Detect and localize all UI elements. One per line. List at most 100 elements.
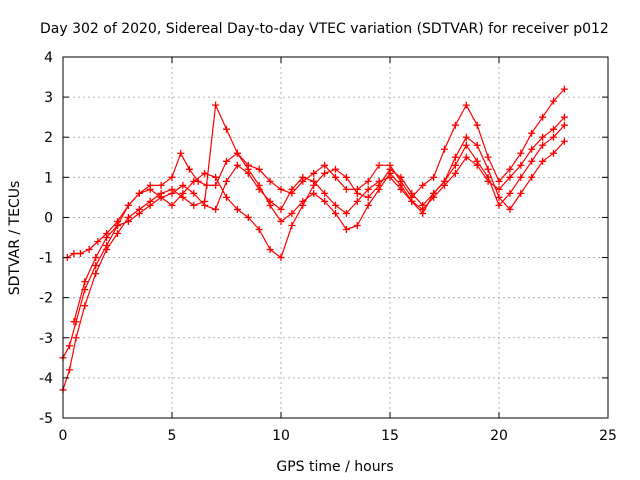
data-point-marker	[321, 169, 329, 177]
x-tick-label: 0	[59, 428, 68, 444]
data-point-marker	[473, 141, 481, 149]
data-point-marker	[201, 201, 209, 209]
y-tick-label: 3	[44, 90, 53, 106]
grid	[63, 57, 608, 418]
data-point-marker	[212, 181, 220, 189]
data-point-marker	[495, 201, 503, 209]
data-point-marker	[484, 165, 492, 173]
data-point-marker	[528, 157, 536, 165]
plot-frame	[62, 56, 609, 419]
data-point-marker	[70, 250, 78, 258]
data-point-marker	[364, 185, 372, 193]
data-point-marker	[223, 125, 230, 133]
data-point-marker	[473, 121, 481, 129]
series-track-b	[59, 101, 568, 394]
data-point-marker	[190, 201, 198, 209]
data-point-marker	[310, 177, 318, 185]
data-point-marker	[506, 189, 514, 197]
data-point-marker	[386, 173, 394, 181]
data-point-marker	[277, 254, 285, 262]
data-point-marker	[233, 149, 241, 157]
data-point-marker	[451, 169, 459, 177]
data-point-marker	[397, 185, 405, 193]
data-point-marker	[92, 270, 100, 278]
data-point-marker	[353, 221, 361, 229]
data-point-marker	[506, 205, 514, 213]
x-tick-label: 10	[272, 428, 290, 444]
data-point-marker	[550, 125, 557, 133]
data-point-marker	[168, 173, 176, 181]
data-point-marker	[277, 217, 285, 225]
data-point-marker	[386, 165, 394, 173]
data-point-marker	[332, 165, 339, 173]
series-track-a	[59, 85, 568, 362]
data-point-marker	[495, 185, 503, 193]
data-point-marker	[201, 169, 209, 177]
data-point-marker	[517, 161, 525, 169]
data-point-marker	[244, 169, 252, 177]
data-point-marker	[560, 85, 568, 93]
data-point-marker	[212, 173, 220, 181]
y-tick-label: -1	[39, 251, 53, 267]
data-point-marker	[92, 262, 100, 270]
data-point-marker	[266, 197, 274, 205]
data-point-marker	[223, 193, 230, 201]
data-point-marker	[146, 201, 154, 209]
data-point-marker	[168, 189, 176, 197]
data-point-marker	[70, 318, 78, 326]
data-point-marker	[539, 141, 547, 149]
data-point-marker	[332, 209, 339, 217]
y-axis-label: SDTVAR / TECUs	[7, 181, 23, 296]
data-point-marker	[408, 189, 416, 197]
data-point-marker	[288, 209, 296, 217]
data-point-marker	[495, 193, 503, 201]
x-tick-label: 15	[381, 428, 399, 444]
data-point-marker	[484, 177, 492, 185]
data-point-marker	[212, 101, 220, 109]
data-point-marker	[114, 221, 121, 229]
data-point-marker	[277, 205, 285, 213]
data-point-marker	[550, 97, 557, 105]
data-point-marker	[539, 157, 547, 165]
data-point-marker	[342, 185, 350, 193]
data-point-marker	[310, 189, 318, 197]
data-point-marker	[288, 185, 296, 193]
data-point-marker	[146, 185, 154, 193]
data-point-marker	[517, 149, 525, 157]
data-point-marker	[506, 165, 514, 173]
data-point-marker	[124, 201, 132, 209]
y-tick-label: 4	[44, 50, 53, 66]
data-point-marker	[539, 133, 547, 141]
data-point-marker	[233, 205, 241, 213]
data-point-marker	[94, 238, 102, 246]
data-point-marker	[364, 193, 372, 201]
y-tick-label: -5	[39, 411, 53, 427]
y-tick-label: 2	[44, 130, 53, 146]
data-point-marker	[135, 189, 143, 197]
data-point-marker	[81, 278, 89, 286]
data-point-marker	[441, 181, 448, 189]
data-point-marker	[408, 197, 416, 205]
data-point-marker	[550, 149, 557, 157]
data-point-marker	[85, 246, 93, 254]
series-line	[73, 116, 565, 322]
data-point-marker	[517, 173, 525, 181]
data-point-marker	[124, 217, 132, 225]
x-axis-label: GPS time / hours	[276, 459, 393, 475]
data-point-marker	[528, 145, 536, 153]
data-point-marker	[157, 193, 165, 201]
data-point-marker	[321, 197, 329, 205]
data-point-marker	[266, 177, 274, 185]
data-point-marker	[157, 181, 165, 189]
data-point-marker	[168, 201, 176, 209]
data-point-marker	[473, 161, 481, 169]
data-point-marker	[233, 161, 241, 169]
data-point-marker	[321, 189, 329, 197]
data-point-marker	[255, 165, 263, 173]
data-point-marker	[185, 165, 193, 173]
data-point-marker	[332, 201, 339, 209]
series-track-d	[70, 113, 568, 326]
data-point-marker	[223, 157, 230, 165]
data-point-marker	[462, 141, 470, 149]
data-point-marker	[397, 173, 405, 181]
